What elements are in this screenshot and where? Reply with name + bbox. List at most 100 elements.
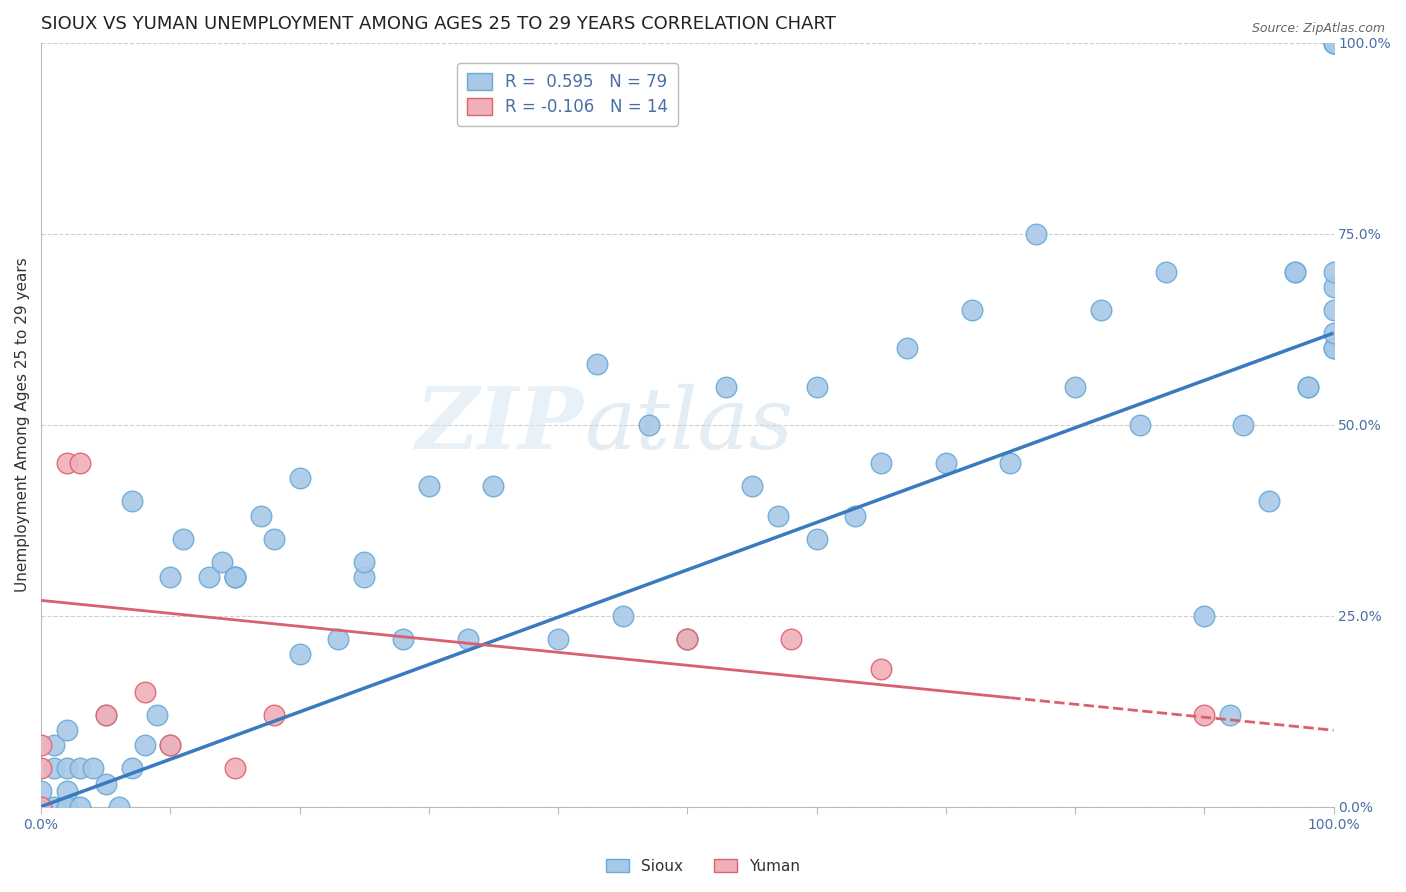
Point xyxy=(94,708,117,723)
Point xyxy=(806,533,828,547)
Point xyxy=(1322,36,1344,50)
Point xyxy=(56,761,79,775)
Point xyxy=(353,570,375,584)
Point xyxy=(457,632,479,646)
Point xyxy=(134,739,156,753)
Point xyxy=(56,723,79,738)
Point xyxy=(714,379,737,393)
Point xyxy=(250,509,273,524)
Point xyxy=(1322,326,1344,340)
Point xyxy=(766,509,789,524)
Point xyxy=(224,570,246,584)
Point xyxy=(224,570,246,584)
Point xyxy=(263,533,285,547)
Point xyxy=(198,570,221,584)
Text: Source: ZipAtlas.com: Source: ZipAtlas.com xyxy=(1251,22,1385,36)
Point xyxy=(676,632,699,646)
Point xyxy=(1296,379,1319,393)
Point xyxy=(1322,36,1344,50)
Point xyxy=(263,708,285,723)
Point xyxy=(1322,342,1344,356)
Point xyxy=(806,379,828,393)
Point xyxy=(211,555,233,569)
Text: ZIP: ZIP xyxy=(416,383,583,467)
Point xyxy=(1322,36,1344,50)
Point xyxy=(134,685,156,699)
Point xyxy=(42,761,65,775)
Point xyxy=(159,739,181,753)
Point xyxy=(1194,608,1216,623)
Point xyxy=(69,761,91,775)
Point xyxy=(1296,379,1319,393)
Point xyxy=(637,417,659,432)
Point xyxy=(1064,379,1087,393)
Text: atlas: atlas xyxy=(583,384,793,467)
Point xyxy=(224,761,246,775)
Point xyxy=(1322,342,1344,356)
Point xyxy=(30,761,52,775)
Point xyxy=(844,509,866,524)
Point xyxy=(779,632,801,646)
Point xyxy=(56,456,79,470)
Point xyxy=(870,662,893,676)
Point xyxy=(1322,36,1344,50)
Point xyxy=(547,632,569,646)
Point xyxy=(960,303,983,318)
Point xyxy=(69,456,91,470)
Point xyxy=(56,799,79,814)
Point xyxy=(1232,417,1254,432)
Point xyxy=(676,632,699,646)
Point xyxy=(172,533,194,547)
Point xyxy=(870,456,893,470)
Point xyxy=(935,456,957,470)
Point xyxy=(94,708,117,723)
Point xyxy=(418,479,440,493)
Point xyxy=(1194,708,1216,723)
Point xyxy=(328,632,350,646)
Point xyxy=(121,494,143,508)
Point xyxy=(1257,494,1279,508)
Point xyxy=(30,784,52,798)
Point xyxy=(1284,265,1306,279)
Point xyxy=(1090,303,1112,318)
Point xyxy=(56,799,79,814)
Point xyxy=(1219,708,1241,723)
Point xyxy=(1322,303,1344,318)
Point xyxy=(288,471,311,485)
Point xyxy=(1322,280,1344,294)
Point xyxy=(353,555,375,569)
Point xyxy=(676,632,699,646)
Point xyxy=(30,799,52,814)
Point xyxy=(1284,265,1306,279)
Point xyxy=(159,570,181,584)
Point xyxy=(146,708,169,723)
Point xyxy=(1025,227,1047,241)
Legend: R =  0.595   N = 79, R = -0.106   N = 14: R = 0.595 N = 79, R = -0.106 N = 14 xyxy=(457,62,678,126)
Point xyxy=(94,777,117,791)
Point xyxy=(1129,417,1152,432)
Point xyxy=(612,608,634,623)
Point xyxy=(30,739,52,753)
Point xyxy=(42,799,65,814)
Point xyxy=(392,632,415,646)
Point xyxy=(288,647,311,661)
Point xyxy=(224,570,246,584)
Point xyxy=(1154,265,1177,279)
Point xyxy=(1000,456,1022,470)
Point xyxy=(896,342,918,356)
Point xyxy=(107,799,129,814)
Point xyxy=(585,357,607,371)
Point xyxy=(30,799,52,814)
Point xyxy=(42,739,65,753)
Point xyxy=(82,761,104,775)
Point xyxy=(121,761,143,775)
Legend: Sioux, Yuman: Sioux, Yuman xyxy=(600,853,806,880)
Point xyxy=(159,739,181,753)
Point xyxy=(482,479,505,493)
Point xyxy=(56,784,79,798)
Point xyxy=(69,799,91,814)
Text: SIOUX VS YUMAN UNEMPLOYMENT AMONG AGES 25 TO 29 YEARS CORRELATION CHART: SIOUX VS YUMAN UNEMPLOYMENT AMONG AGES 2… xyxy=(41,15,837,33)
Point xyxy=(741,479,763,493)
Point xyxy=(1322,265,1344,279)
Y-axis label: Unemployment Among Ages 25 to 29 years: Unemployment Among Ages 25 to 29 years xyxy=(15,258,30,592)
